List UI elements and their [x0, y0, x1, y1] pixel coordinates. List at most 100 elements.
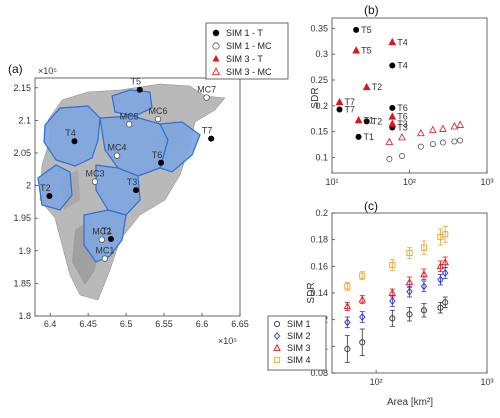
b-x-tick-label: 10² [403, 177, 416, 187]
catchment-t5 [111, 89, 153, 117]
legend-marker-sim-3 [273, 343, 281, 351]
c-y-tick-label: 0.16 [310, 261, 328, 271]
b-point [439, 124, 447, 132]
catchment-t7 [159, 121, 201, 173]
c-point [343, 302, 352, 310]
sub-catchments [37, 89, 201, 263]
c-y-tick-label: 0.18 [310, 235, 328, 245]
b-y-tick-label: 0.3 [315, 49, 328, 59]
map-y-tick-label: 1.95 [13, 213, 31, 223]
b-point [336, 106, 343, 113]
site-label-mc7: MC7 [197, 85, 216, 95]
catchment-t1 [83, 209, 127, 263]
c-point [437, 275, 444, 284]
site-marker-mc3 [91, 178, 99, 185]
b-ylabel: SDR [310, 87, 321, 108]
b-y-tick-label: 0.25 [310, 75, 328, 85]
site-marker-mc1 [101, 255, 109, 262]
b-point-label: T4 [397, 61, 408, 71]
c-point [359, 313, 366, 321]
legend-sites: SIM 1 - T SIM 1 - MC SIM 3 - T SIM 3 - M… [205, 22, 289, 80]
c-point [344, 345, 351, 353]
b-point [354, 115, 363, 124]
b-point [352, 46, 361, 54]
legend-marker-sim3-mc [211, 67, 221, 75]
b-point-label: T1 [364, 132, 375, 142]
site-label-mc3: MC3 [85, 169, 104, 179]
site-marker-t6 [158, 159, 165, 166]
site-label-t4: T4 [65, 128, 76, 138]
map-x-tick-label: 6.6 [196, 319, 209, 329]
site-label-t2: T2 [40, 183, 51, 193]
site-label-t7: T7 [202, 126, 213, 136]
b-point-label: T2 [372, 82, 383, 92]
map-x-tick-label: 6.45 [79, 319, 97, 329]
b-point-label: T7 [345, 104, 356, 114]
b-point [389, 62, 396, 69]
site-marker-t5 [136, 86, 143, 93]
b-point [416, 128, 425, 137]
map-y-tick-label: 2.05 [13, 148, 31, 158]
map-y-tick-label: 1.9 [18, 246, 31, 256]
b-point [362, 82, 371, 91]
c-point [389, 261, 396, 269]
b-point-label: T3 [397, 119, 408, 129]
legend-sims: SIM 1 SIM 2 SIM 3 SIM 4 [267, 315, 327, 371]
b-point [355, 133, 362, 140]
legend-marker-sim1-mc [212, 42, 220, 50]
legend-sim1-mc: SIM 1 - MC [226, 41, 272, 51]
map-x-tick-label: 6.55 [155, 319, 173, 329]
site-marker-t3 [132, 187, 139, 194]
legend-sim-4: SIM 4 [287, 355, 311, 365]
b-point [385, 137, 394, 145]
b-point-label: T7 [345, 97, 356, 107]
site-label-mc1: MC1 [95, 246, 114, 256]
site-marker-t1 [107, 236, 114, 243]
legend-marker-sim3-t [212, 55, 220, 62]
map-x-tick-label: 6.4 [44, 319, 57, 329]
b-x-tick-label: 10¹ [325, 177, 338, 187]
c-point [442, 269, 449, 277]
c-point [441, 258, 449, 266]
site-marker-mc5 [125, 121, 133, 128]
map-y-tick-label: 2.15 [13, 83, 31, 93]
b-point [398, 152, 405, 159]
catchment-t4 [43, 105, 101, 167]
b-point-label: T6 [397, 112, 408, 122]
b-point [389, 104, 396, 111]
catchment-map: 6.4 6.45 6.5 6.55 6.6 6.65 1.8 1.85 1.9 1.95 2 2.05… [13, 66, 248, 346]
b-point [353, 26, 360, 33]
b-point-label: T3 [397, 123, 408, 133]
b-y-tick-label: 0.15 [310, 127, 328, 137]
map-x-tick-label: 6.65 [231, 319, 249, 329]
c-point [420, 270, 428, 278]
site-marker-mc2 [98, 236, 106, 243]
b-point-label: T2 [372, 116, 383, 126]
c-point [442, 231, 449, 238]
map-y-tick-label: 2.1 [18, 115, 31, 125]
legend-marker-sim1-t [212, 29, 220, 37]
c-point [406, 311, 413, 318]
b-point [363, 118, 370, 125]
c-x-tick-label: 10² [370, 377, 383, 387]
c-point [344, 318, 351, 327]
site-marker-mc7 [203, 94, 210, 101]
c-point [389, 315, 396, 322]
b-point-label: T6 [397, 103, 408, 113]
b-y-tick-label: 0.1 [315, 153, 328, 163]
catchment-t3 [95, 164, 141, 216]
legend-sim-2: SIM 2 [287, 331, 311, 341]
site-label-mc2: MC2 [92, 227, 111, 237]
legend-sim3-mc: SIM 3 - MC [226, 67, 272, 77]
b-x-tick-label: 10³ [480, 177, 493, 187]
map-y-tick-label: 2 [26, 181, 31, 191]
map-y-exponent: ×10⁵ [38, 66, 57, 76]
site-marker-t7 [208, 135, 215, 142]
site-label-mc5: MC5 [120, 111, 139, 121]
site-label-t5: T5 [131, 77, 142, 87]
map-x-exponent: ×10⁵ [218, 336, 237, 346]
legend-sim-1: SIM 1 [287, 319, 311, 329]
b-y-tick-label: 0.35 [310, 23, 328, 33]
b-point [388, 119, 397, 127]
